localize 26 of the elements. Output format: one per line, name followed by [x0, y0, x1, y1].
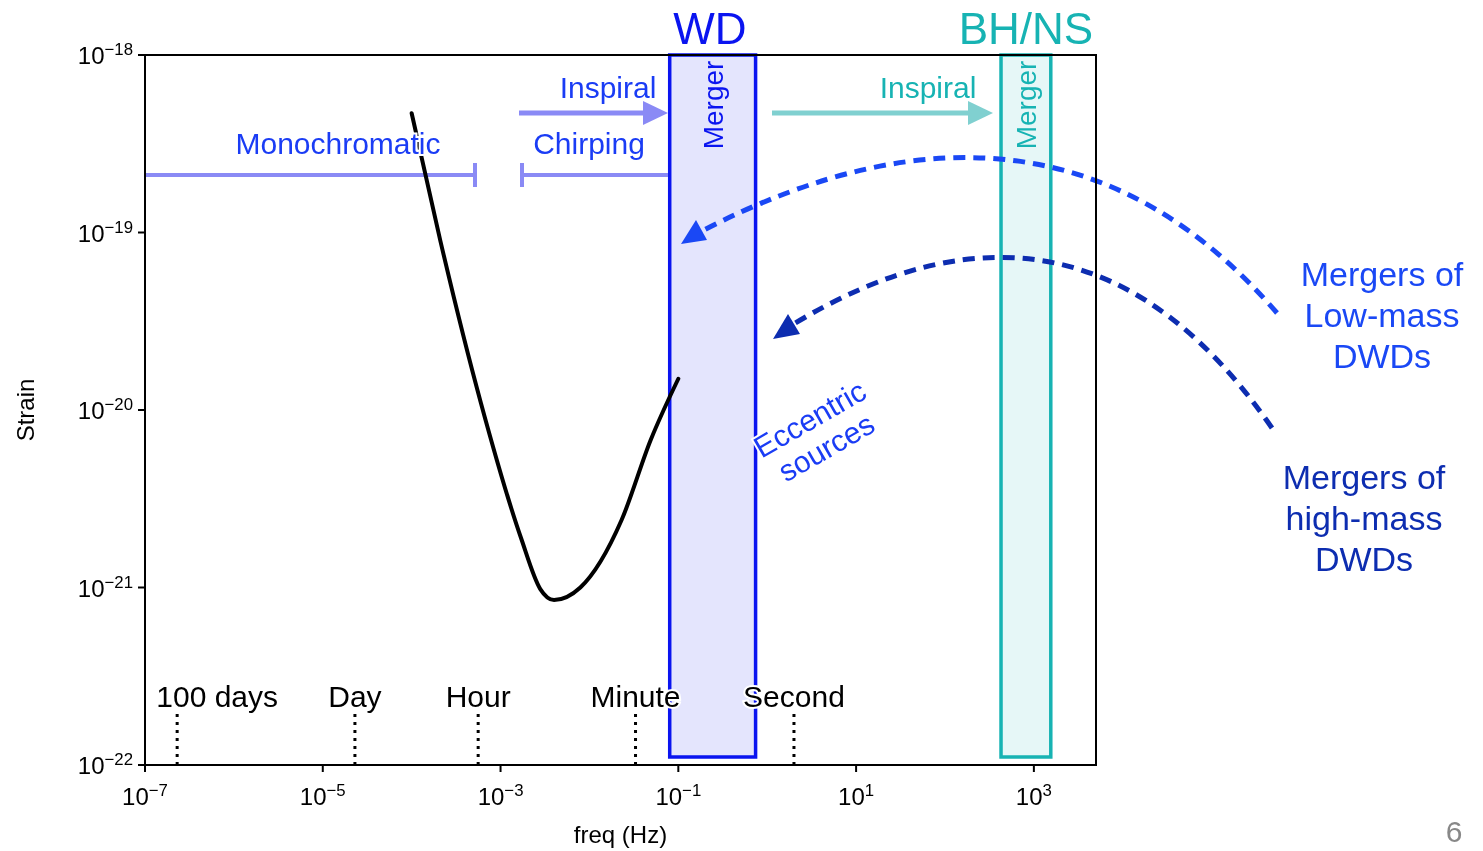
ref-line-label: Day	[328, 680, 382, 713]
x-tick-label: 10$^{3}$	[1015, 780, 1052, 810]
annotation: Chirping	[533, 127, 645, 160]
text: Mergers of high-mass DWDs	[1282, 458, 1446, 578]
y-tick-label: 10$^{−20}$	[77, 394, 133, 424]
ref-line-label: Hour	[445, 680, 511, 713]
text: 6	[1445, 815, 1463, 848]
band-label: Merger	[1010, 60, 1042, 150]
x-tick-label: 10$^{−3}$	[477, 780, 524, 810]
text: WD	[673, 4, 747, 53]
text: Mergers of Low-mass DWDs	[1300, 255, 1464, 375]
x-tick-label: 10$^{−7}$	[122, 780, 168, 810]
y-tick-label: 10$^{−22}$	[77, 749, 133, 779]
x-tick-label: 10$^{−1}$	[655, 780, 702, 810]
y-tick-label: 10$^{−19}$	[77, 217, 133, 247]
x-tick-label: 10$^{−5}$	[299, 780, 346, 810]
ref-line-label: 100 days	[156, 680, 279, 713]
band-label: Merger	[697, 60, 729, 150]
text: BH/NS	[958, 4, 1094, 53]
annotation: Inspiral	[879, 71, 977, 104]
x-axis-title: freq (Hz)	[573, 821, 668, 848]
annotation: Inspiral	[559, 71, 657, 104]
y-axis-title: Strain	[12, 378, 39, 442]
y-tick-label: 10$^{−21}$	[77, 572, 133, 602]
y-tick-label: 10$^{−18}$	[77, 39, 133, 69]
x-tick-label: 10$^{1}$	[838, 780, 875, 810]
